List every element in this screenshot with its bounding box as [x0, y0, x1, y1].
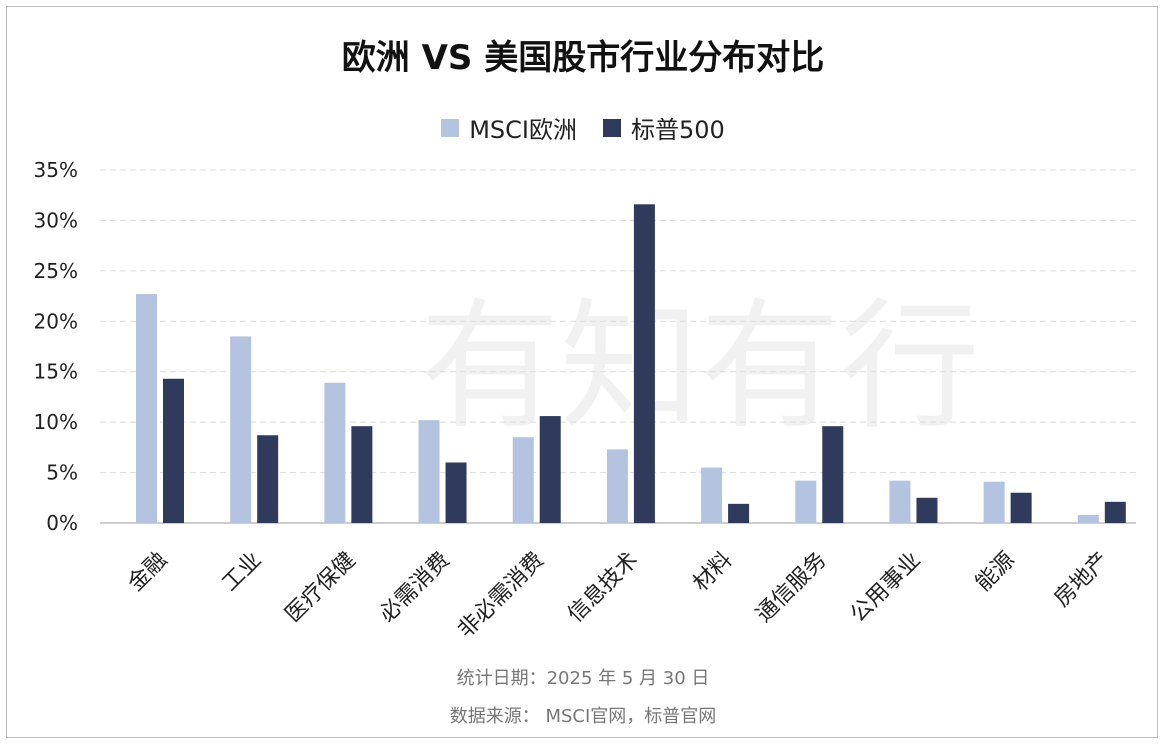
bar-sp500 [728, 503, 750, 523]
bar-europe [606, 449, 628, 523]
x-tick-label: 房地产 [1050, 548, 1114, 612]
bar-sp500 [257, 435, 279, 523]
legend-swatch-europe [441, 118, 460, 137]
y-tick-label: 35% [34, 158, 78, 182]
bar-europe [418, 420, 440, 523]
watermark-text: 有知有行 [420, 286, 980, 449]
footer-date: 统计日期：2025 年 5 月 30 日 [456, 668, 710, 689]
bar-sp500 [163, 378, 184, 523]
bar-europe [701, 467, 723, 523]
bar-europe [324, 382, 346, 523]
bar-europe [512, 437, 534, 523]
y-tick-label: 5% [46, 461, 78, 485]
y-tick-label: 30% [34, 208, 78, 232]
x-tick-label: 必需消费 [375, 548, 455, 628]
x-tick-label: 工业 [218, 548, 267, 597]
bar-europe [136, 294, 157, 523]
legend-label-sp500: 标普500 [630, 116, 725, 144]
legend: MSCI欧洲 标普500 [0, 110, 1166, 145]
x-tick-label: 公用事业 [846, 548, 926, 628]
bar-sp500 [1010, 492, 1032, 523]
x-tick-label: 能源 [971, 548, 1020, 597]
y-tick-label: 0% [46, 511, 78, 535]
y-tick-label: 10% [34, 410, 78, 434]
x-tick-label: 信息技术 [563, 548, 643, 628]
bar-sp500 [539, 416, 561, 523]
x-tick-label: 通信服务 [752, 548, 832, 628]
bar-europe [1077, 514, 1099, 523]
chart-title: 欧洲 VS 美国股市行业分布对比 [341, 38, 825, 78]
x-tick-label: 非必需消费 [453, 548, 548, 643]
bar-sp500 [633, 204, 655, 523]
x-tick-label: 金融 [123, 548, 172, 597]
legend-item-europe: MSCI欧洲 [441, 110, 577, 145]
y-tick-label: 15% [34, 360, 78, 384]
x-tick-label: 医疗保健 [281, 548, 361, 628]
x-tick-label: 材料 [689, 548, 738, 597]
bar-europe [230, 336, 252, 523]
footer-source: 数据来源： MSCI官网，标普官网 [449, 706, 717, 727]
bar-europe [889, 480, 911, 523]
legend-swatch-sp500 [602, 118, 621, 137]
bar-europe [983, 481, 1005, 523]
bar-europe [795, 480, 817, 523]
legend-item-sp500: 标普500 [602, 110, 725, 145]
y-tick-label: 20% [34, 309, 78, 333]
bar-sp500 [1104, 501, 1126, 523]
bar-sp500 [822, 426, 844, 523]
bar-sp500 [445, 462, 467, 523]
bar-sp500 [916, 497, 938, 523]
legend-label-europe: MSCI欧洲 [469, 116, 577, 144]
y-tick-label: 25% [34, 259, 78, 283]
bar-sp500 [351, 426, 373, 523]
